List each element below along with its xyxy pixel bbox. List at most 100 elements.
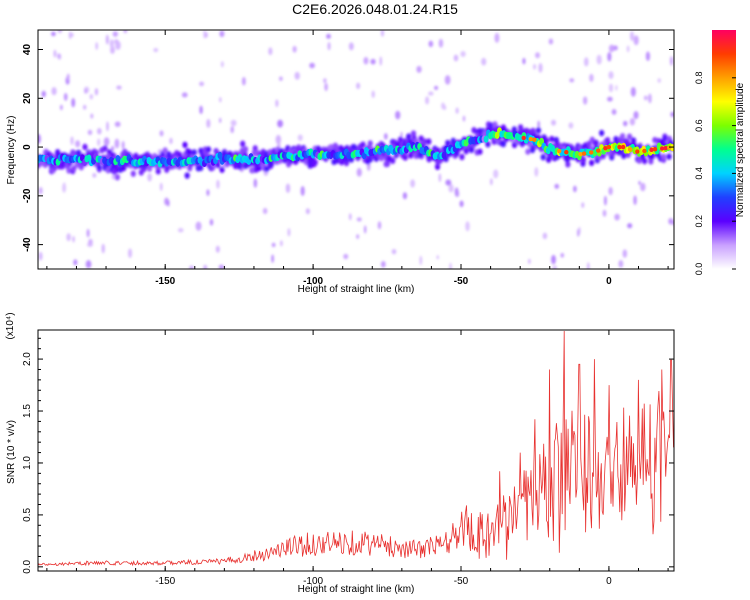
spectrogram-noise-cell [528,258,531,264]
colorbar-tick-label: 0.8 [694,72,704,85]
spectrogram-x-tick-label: -150 [155,276,175,287]
spectrogram-noise-cell [490,178,493,186]
spectrogram-halo-cell [492,121,498,128]
spectrogram-halo-cell [422,138,428,145]
spectrogram-noise-cell [271,254,274,263]
spectrogram-cells [38,30,674,269]
spectrogram-noise-cell [633,35,639,46]
spectrogram-noise-cell [83,104,87,110]
spectrogram-halo-cell [240,140,246,148]
spectrogram-noise-cell [448,184,454,193]
snr-panel: -150 -100 -50 0 0.0 0.5 1.0 1.5 2.0 Height of s… [5,312,675,595]
spectrogram-noise-cell [112,31,118,37]
spectrogram-y-tick-label: -20 [22,188,33,203]
spectrogram-ridge-cell [217,151,223,159]
spectrogram-halo-cell [184,172,190,179]
spectrogram-halo-cell [580,156,587,164]
spectrogram-noise-cell [643,95,648,101]
spectrogram-halo-cell [599,129,605,137]
spectrogram-noise-cell [552,265,557,269]
spectrogram-noise-cell [587,262,590,269]
spectrogram-ridge-cell [441,151,447,159]
spectrogram-noise-cell [363,56,369,65]
spectrogram-peak-cell [528,136,534,142]
spectrogram-noise-cell [428,91,434,96]
spectrogram-noise-cell [494,32,500,43]
spectrogram-noise-cell [629,118,636,126]
spectrogram-noise-cell [75,140,81,148]
spectrogram-halo-cell [540,153,546,161]
spectrogram-halo-cell [592,139,598,147]
spectrogram-noise-cell [51,31,56,37]
spectrogram-noise-cell [106,121,109,132]
spectrogram-noise-cell [114,138,120,149]
spectrogram-noise-cell [638,180,641,185]
spectrogram-halo-cell [256,164,262,172]
spectrogram-noise-cell [38,251,43,261]
colorbar-tick-label: 0.4 [694,167,704,180]
spectrogram-noise-cell [607,96,613,102]
spectrogram-noise-cell [72,236,75,243]
spectrogram-peak-cell [652,147,658,152]
spectrogram-noise-cell [611,109,617,115]
spectrogram-peak-cell [620,144,626,150]
spectrogram-noise-cell [582,96,588,105]
spectrogram-noise-cell [66,73,70,81]
spectrogram-halo-cell [565,161,571,168]
spectrogram-noise-cell [309,62,315,69]
spectrogram-noise-cell [97,127,102,135]
spectrogram-noise-cell [262,207,268,215]
spectrogram-noise-cell [370,58,376,65]
spectrogram-noise-cell [84,88,88,94]
spectrogram-noise-cell [493,169,499,179]
spectrogram-halo-cell [636,157,643,164]
spectrogram-noise-cell [445,179,452,186]
snr-y-multiplier: (x10⁴) [5,312,16,339]
spectrogram-halo-cell [187,149,193,156]
spectrogram-noise-cell [460,51,466,57]
snr-y-tick-label: 0.0 [22,559,33,573]
spectrogram-peak-cell [557,148,562,154]
spectrogram-halo-cell [52,164,58,171]
spectrogram-halo-cell [525,148,531,155]
spectrogram-noise-cell [203,30,206,39]
spectrogram-halo-cell [96,164,102,171]
spectrogram-noise-cell [608,44,615,53]
spectrogram-halo-cell [71,165,77,172]
spectrogram-halo-cell [410,130,417,137]
spectrogram-noise-cell [326,33,331,39]
spectrogram-noise-cell [604,195,607,206]
spectrogram-noise-cell [71,98,76,108]
spectrogram-noise-cell [633,111,639,120]
spectrogram-noise-cell [268,47,273,56]
spectrogram-noise-cell [537,120,540,129]
spectrogram-noise-cell [618,259,624,268]
spectrogram-halo-cell [619,132,626,140]
snr-x-axis: -150 -100 -50 0 [46,330,669,587]
spectrogram-halo-cell [252,145,258,152]
spectrogram-noise-cell [219,97,222,103]
spectrogram-y-tick-label: 0 [22,144,33,150]
spectrogram-noise-cell [356,167,362,177]
spectrogram-halo-cell [205,146,212,153]
spectrogram-halo-cell [219,166,225,173]
spectrogram-halo-cell [630,137,637,144]
spectrogram-noise-cell [287,228,291,237]
spectrogram-x-tick-label: -100 [303,276,323,287]
spectrogram-noise-cell [379,56,382,66]
spectrogram-halo-cell [155,168,161,175]
spectrogram-noise-cell [159,182,163,191]
spectrogram-noise-cell [216,179,220,189]
spectrogram-halo-cell [662,135,668,142]
spectrogram-noise-cell [280,240,283,247]
spectrogram-noise-cell [630,86,636,97]
spectrogram-halo-cell [418,135,424,142]
snr-y-tick-label: 2.0 [22,352,33,366]
spectrogram-noise-cell [453,54,459,62]
spectrogram-peak-cell [588,150,594,155]
spectrogram-x-tick-label: 0 [606,276,612,287]
spectrogram-noise-cell [275,134,282,145]
spectrogram-noise-cell [538,63,543,73]
spectrogram-noise-cell [57,30,63,34]
spectrogram-peak-cell [564,150,569,155]
